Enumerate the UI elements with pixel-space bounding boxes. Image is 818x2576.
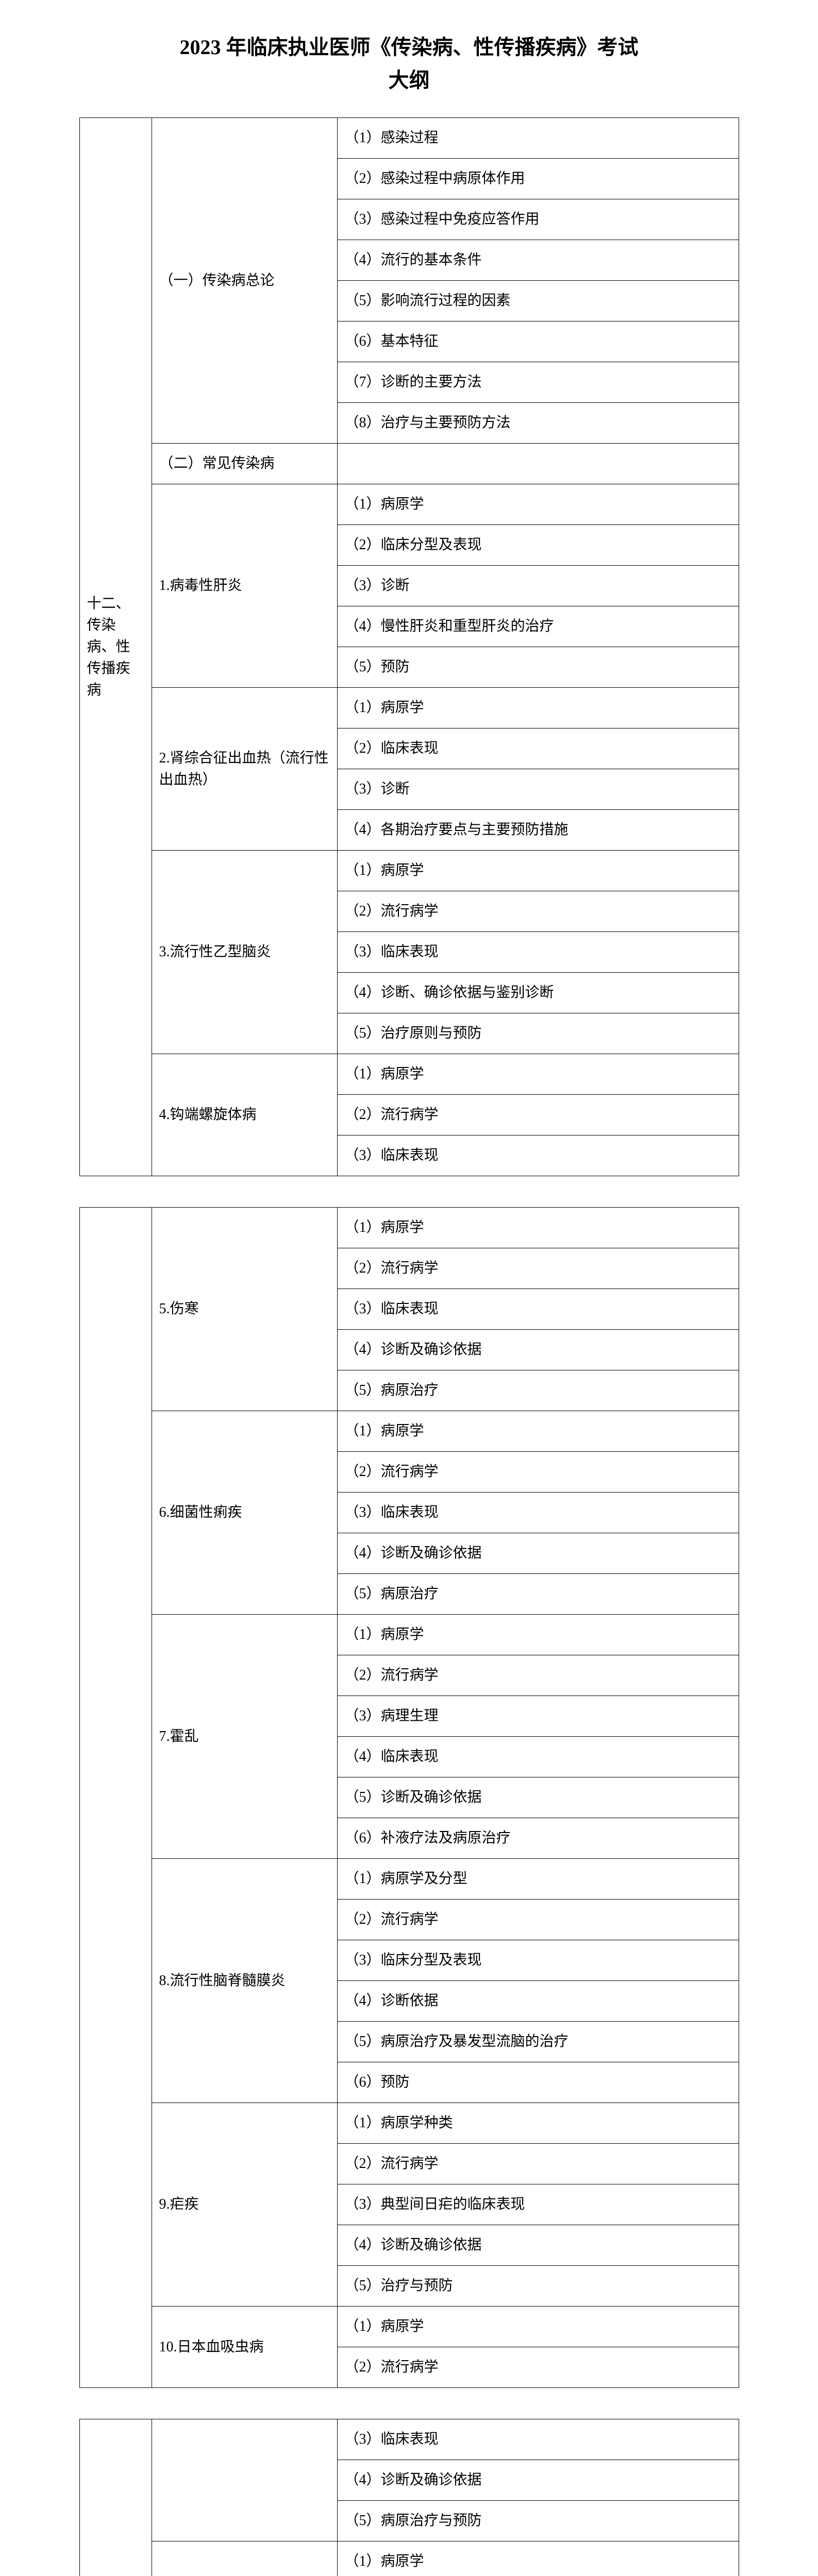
outline-item: （1）病原学及分型 <box>337 1859 739 1900</box>
outline-item: （3）临床表现 <box>337 1289 739 1330</box>
outline-item: （5）病原治疗 <box>337 1574 739 1615</box>
outline-item: （1）病原学种类 <box>337 2103 739 2144</box>
outline-item: （1）病原学 <box>337 1054 739 1095</box>
outline-item: （7）诊断的主要方法 <box>337 362 739 403</box>
outline-item: （3）临床表现 <box>337 2419 739 2460</box>
outline-item: （1）病原学 <box>337 2541 739 2576</box>
outline-item: （3）临床表现 <box>337 932 739 973</box>
category-label: 十二、传染病、性传播疾病 <box>79 118 152 1176</box>
topic-7-label: 7.霍乱 <box>152 1615 337 1859</box>
outline-item: （5）病原治疗及暴发型流脑的治疗 <box>337 2022 739 2062</box>
outline-item: （2）流行病学 <box>337 1655 739 1696</box>
title-line-2: 大纲 <box>389 69 430 92</box>
empty-cell <box>337 444 739 484</box>
outline-item: （6）基本特征 <box>337 321 739 362</box>
outline-item: （4）临床表现 <box>337 1737 739 1777</box>
outline-item: （4）诊断及确诊依据 <box>337 1330 739 1370</box>
outline-item: （2）流行病学 <box>337 1900 739 1940</box>
outline-item: （8）治疗与主要预防方法 <box>337 403 739 444</box>
outline-item: （5）治疗与预防 <box>337 2266 739 2307</box>
outline-item: （4）诊断、确诊依据与鉴别诊断 <box>337 973 739 1013</box>
outline-item: （1）病原学 <box>337 1208 739 1248</box>
outline-item: （2）流行病学 <box>337 1452 739 1493</box>
page-title: 2023 年临床执业医师《传染病、性传播疾病》考试 大纲 <box>79 31 739 97</box>
category-continuation <box>79 1208 152 2388</box>
outline-item: （3）诊断 <box>337 769 739 810</box>
topic-9-label: 9.疟疾 <box>152 2103 337 2307</box>
outline-item: （5）诊断及确诊依据 <box>337 1777 739 1818</box>
outline-item: （5）病原治疗与预防 <box>337 2501 739 2541</box>
outline-item: （3）病理生理 <box>337 1696 739 1737</box>
outline-item: （3）诊断 <box>337 566 739 606</box>
category-continuation <box>79 2419 152 2576</box>
topic-4-label: 4.钩端螺旋体病 <box>152 1054 337 1176</box>
topic-3-label: 3.流行性乙型脑炎 <box>152 851 337 1054</box>
outline-item: （2）流行病学 <box>337 1248 739 1289</box>
outline-item: （1）病原学 <box>337 688 739 728</box>
outline-item: （1）病原学 <box>337 484 739 525</box>
outline-item: （3）临床表现 <box>337 1136 739 1176</box>
outline-item: （1）病原学 <box>337 2307 739 2347</box>
title-line-1: 2023 年临床执业医师《传染病、性传播疾病》考试 <box>180 36 639 59</box>
outline-item: （1）病原学 <box>337 1615 739 1655</box>
topic-10-label: 10.日本血吸虫病 <box>152 2307 337 2388</box>
topic-8-label: 8.流行性脑脊髓膜炎 <box>152 1859 337 2103</box>
outline-item: （4）慢性肝炎和重型肝炎的治疗 <box>337 606 739 647</box>
outline-item: （3）临床分型及表现 <box>337 1940 739 1981</box>
outline-item: （4）各期治疗要点与主要预防措施 <box>337 810 739 851</box>
outline-item: （5）治疗原则与预防 <box>337 1013 739 1054</box>
outline-item: （3）感染过程中免疫应答作用 <box>337 199 739 240</box>
outline-item: （5）病原治疗 <box>337 1370 739 1411</box>
topic-5-label: 5.伤寒 <box>152 1208 337 1411</box>
topic-6-label: 6.细菌性痢疾 <box>152 1411 337 1615</box>
outline-item: （5）影响流行过程的因素 <box>337 281 739 321</box>
outline-item: （2）流行病学 <box>337 1095 739 1136</box>
syllabus-table-3: （3）临床表现 （4）诊断及确诊依据 （5）病原治疗与预防 11.囊尾蚴病 （1… <box>79 2419 739 2576</box>
outline-item: （3）典型间日疟的临床表现 <box>337 2184 739 2225</box>
outline-item: （5）预防 <box>337 647 739 688</box>
topic-11-label: 11.囊尾蚴病 <box>152 2541 337 2576</box>
outline-item: （4）诊断及确诊依据 <box>337 2460 739 2501</box>
topic-1-label: 1.病毒性肝炎 <box>152 484 337 688</box>
outline-item: （4）流行的基本条件 <box>337 240 739 281</box>
outline-item: （2）感染过程中病原体作用 <box>337 159 739 199</box>
outline-item: （4）诊断及确诊依据 <box>337 2225 739 2266</box>
topic-2-label: 2.肾综合征出血热（流行性出血热） <box>152 688 337 851</box>
outline-item: （6）补液疗法及病原治疗 <box>337 1818 739 1859</box>
topic-10-continuation <box>152 2419 337 2541</box>
outline-item: （4）诊断及确诊依据 <box>337 1533 739 1574</box>
syllabus-table-1: 十二、传染病、性传播疾病 （一）传染病总论 （1）感染过程 （2）感染过程中病原… <box>79 117 739 1176</box>
outline-item: （2）流行病学 <box>337 891 739 932</box>
outline-item: （3）临床表现 <box>337 1493 739 1533</box>
section-2-label: （二）常见传染病 <box>152 444 337 484</box>
outline-item: （1）病原学 <box>337 851 739 891</box>
outline-item: （2）流行病学 <box>337 2347 739 2388</box>
outline-item: （2）临床分型及表现 <box>337 525 739 566</box>
outline-item: （2）临床表现 <box>337 728 739 769</box>
outline-item: （1）病原学 <box>337 1411 739 1452</box>
syllabus-table-2: 5.伤寒 （1）病原学 （2）流行病学 （3）临床表现 （4）诊断及确诊依据 （… <box>79 1207 739 2388</box>
section-1-label: （一）传染病总论 <box>152 118 337 444</box>
outline-item: （6）预防 <box>337 2062 739 2103</box>
outline-item: （4）诊断依据 <box>337 1981 739 2022</box>
outline-item: （2）流行病学 <box>337 2144 739 2184</box>
outline-item: （1）感染过程 <box>337 118 739 159</box>
